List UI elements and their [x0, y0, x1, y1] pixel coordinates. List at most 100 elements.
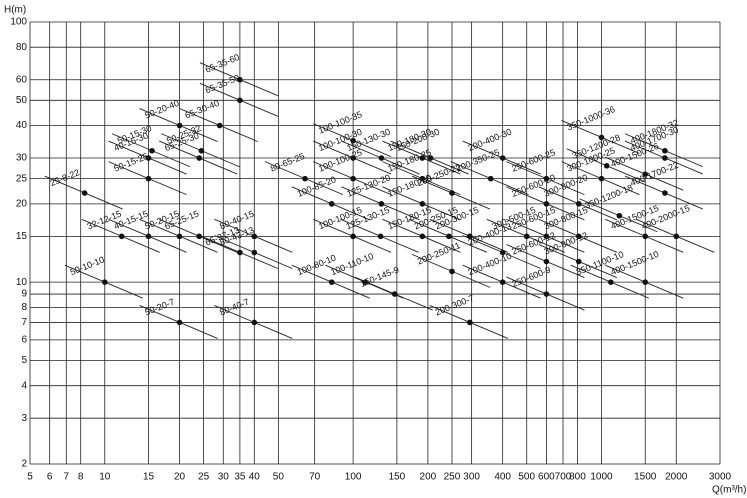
y-tick-label: 15: [16, 231, 28, 242]
point: [603, 163, 610, 169]
point: [607, 279, 614, 285]
y-tick-label: 4: [21, 380, 27, 391]
point: [499, 249, 506, 256]
y-tick-label: 10: [16, 277, 28, 288]
point: [350, 137, 356, 144]
x-tick-label: 100: [345, 472, 362, 483]
point: [145, 155, 152, 161]
y-tick-label: 20: [16, 198, 28, 209]
x-tick-label: 15: [143, 472, 155, 483]
point: [419, 233, 426, 240]
point: [302, 175, 308, 182]
point: [149, 147, 155, 154]
point: [328, 279, 335, 285]
point: [616, 212, 623, 219]
y-tick-label: 50: [16, 95, 28, 106]
x-tick-label: 1500: [634, 472, 657, 483]
point: [198, 147, 205, 154]
x-tick-label: 1000: [590, 472, 613, 483]
point: [378, 201, 385, 207]
y-tick-label: 6: [21, 335, 27, 346]
point: [350, 175, 356, 182]
y-tick-label: 30: [16, 153, 28, 164]
point: [378, 155, 385, 161]
point: [543, 233, 550, 240]
point: [642, 171, 649, 177]
x-tick-label: 8: [78, 472, 84, 483]
point: [642, 279, 649, 285]
point: [575, 201, 582, 207]
point: [328, 201, 335, 207]
point: [145, 233, 152, 240]
y-tick-label: 25: [16, 173, 28, 184]
x-tick-label: 25: [198, 472, 210, 483]
point: [449, 268, 455, 275]
point: [377, 233, 384, 240]
point: [176, 122, 183, 129]
point: [176, 319, 183, 326]
point: [662, 190, 668, 196]
point: [350, 155, 356, 161]
point: [523, 233, 530, 240]
x-tick-label: 10: [99, 472, 111, 483]
x-tick-label: 7: [64, 472, 70, 483]
x-tick-label: 150: [389, 472, 406, 483]
point: [487, 175, 494, 182]
x-tick-label: 700: [555, 472, 572, 483]
y-tick-label: 5: [21, 355, 27, 366]
point: [543, 258, 550, 265]
x-tick-label: 50: [273, 472, 285, 483]
y-axis-label: H(m): [4, 5, 26, 16]
point: [251, 233, 258, 240]
y-tick-label: 60: [16, 74, 28, 85]
point: [196, 233, 202, 240]
point: [673, 233, 680, 240]
y-tick-label: 40: [16, 120, 28, 131]
point: [598, 134, 605, 141]
point: [499, 155, 506, 161]
x-tick-label: 800: [569, 472, 586, 483]
x-tick-label: 500: [518, 472, 535, 483]
x-tick-label: 70: [309, 472, 321, 483]
point: [449, 190, 455, 196]
point: [237, 249, 243, 256]
y-tick-label: 3: [21, 413, 27, 424]
point: [237, 97, 243, 104]
x-tick-label: 40: [249, 472, 261, 483]
point: [543, 291, 550, 297]
point: [575, 258, 582, 265]
point: [145, 175, 152, 182]
y-tick-label: 8: [21, 302, 27, 313]
x-tick-label: 2000: [665, 472, 688, 483]
y-tick-label: 7: [21, 317, 27, 328]
point: [446, 233, 452, 240]
point: [543, 175, 550, 182]
x-tick-label: 30: [218, 472, 230, 483]
point: [118, 233, 125, 240]
x-tick-label: 600: [538, 472, 555, 483]
point: [642, 233, 649, 240]
point: [467, 319, 473, 326]
point: [662, 147, 668, 154]
point: [101, 279, 108, 285]
x-tick-label: 20: [174, 472, 186, 483]
point: [81, 190, 88, 196]
x-tick-label: 200: [420, 472, 437, 483]
y-tick-label: 100: [10, 17, 27, 28]
point: [575, 233, 582, 240]
point: [499, 279, 506, 285]
y-tick-label: 2: [21, 459, 27, 470]
point: [662, 155, 668, 161]
point: [427, 155, 434, 161]
point: [419, 155, 426, 161]
y-tick-label: 9: [21, 289, 27, 300]
x-tick-label: 6: [47, 472, 53, 483]
y-tick-label: 80: [16, 42, 28, 53]
point: [543, 201, 550, 207]
x-tick-label: 300: [463, 472, 480, 483]
point: [237, 76, 243, 83]
x-tick-label: 400: [494, 472, 511, 483]
x-tick-label: 3000: [709, 472, 732, 483]
